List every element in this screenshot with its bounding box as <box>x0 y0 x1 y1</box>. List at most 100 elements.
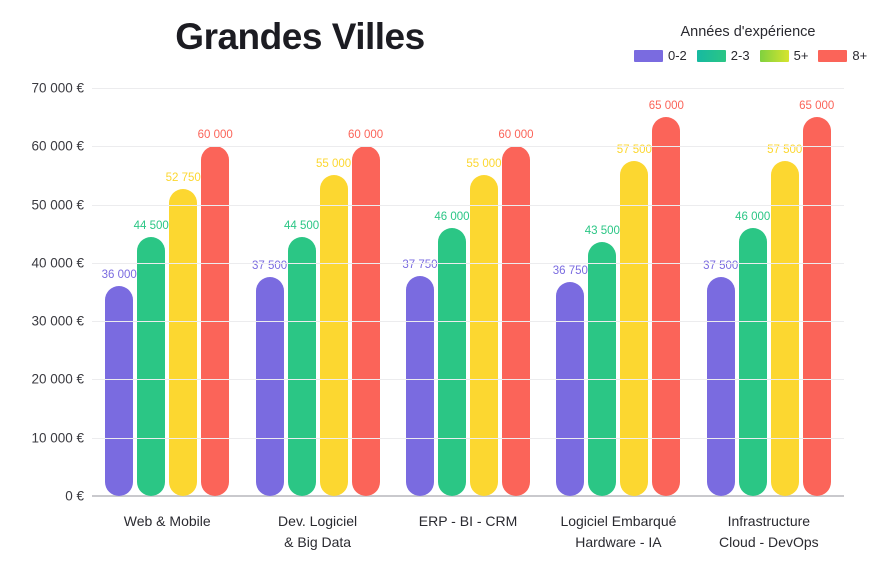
gridline <box>92 437 844 439</box>
x-axis-label: Infrastructure Cloud - DevOps <box>694 500 844 560</box>
bar-value-label: 46 000 <box>735 210 771 223</box>
bar-value-label: 36 000 <box>101 269 137 282</box>
legend-swatch-icon <box>818 49 848 62</box>
bar-5-[interactable]: 52 750 <box>166 172 201 496</box>
bar-group: 37 500 44 500 55 000 60 000 <box>252 88 384 496</box>
bar-0-2[interactable]: 37 500 <box>252 260 287 496</box>
x-axis-label: ERP - BI - CRM <box>393 500 543 560</box>
legend-swatch-icon <box>634 49 663 62</box>
bar-wrapper: 65 000 <box>649 100 684 496</box>
x-axis-labels: Web & Mobile Dev. Logiciel & Big Data ERP -… <box>92 500 844 560</box>
bar-group: 36 000 44 500 52 750 60 000 <box>102 88 233 496</box>
bar-2-3[interactable]: 46 000 <box>434 211 470 496</box>
bar-wrapper: 44 500 <box>284 220 319 496</box>
bar-group: 37 500 46 000 57 500 65 000 <box>703 88 834 496</box>
y-tick-label: 10 000 € <box>31 430 84 446</box>
x-axis-label: Dev. Logiciel & Big Data <box>242 500 392 560</box>
chart-legend: Années d'expérience 0-2 2-3 5+ 8+ <box>630 24 870 63</box>
bar-value-label: 37 750 <box>402 258 438 271</box>
legend-swatch-icon <box>696 49 726 62</box>
bar-groups: 36 000 44 500 52 750 60 000 37 500 44 500 55 0… <box>92 88 844 496</box>
y-tick-label: 30 000 € <box>31 313 84 329</box>
y-tick-label: 20 000 € <box>31 371 84 387</box>
bar-group: 36 750 43 500 57 500 65 000 <box>553 88 684 496</box>
bar-5-[interactable]: 55 000 <box>466 158 502 496</box>
bar-wrapper: 46 000 <box>434 211 470 496</box>
x-axis-label-line: Infrastructure <box>727 513 811 529</box>
bar-value-label: 55 000 <box>315 158 352 171</box>
y-tick-label: 60 000 € <box>31 138 84 154</box>
bar-value-label: 60 000 <box>197 129 233 142</box>
gridline <box>92 321 844 323</box>
bar-wrapper: 37 750 <box>402 259 438 496</box>
bar-2-3[interactable]: 44 500 <box>134 220 169 496</box>
plot-area: 36 000 44 500 52 750 60 000 37 500 44 500 55 0… <box>92 88 844 497</box>
page-title: Grandes Villes <box>175 16 425 57</box>
y-tick-label: 50 000 € <box>31 197 84 213</box>
bar-5-[interactable]: 55 000 <box>316 158 351 496</box>
legend-item-2-3[interactable]: 2-3 <box>696 48 750 63</box>
x-axis-label: Web & Mobile <box>92 500 242 560</box>
y-tick-label: 70 000 € <box>31 80 84 96</box>
x-axis-line <box>92 495 844 497</box>
bar-2-3[interactable]: 43 500 <box>585 225 620 496</box>
legend-item-0-2[interactable]: 0-2 <box>634 48 687 63</box>
legend-label: 2-3 <box>730 48 750 63</box>
y-tick-label: 40 000 € <box>31 255 84 271</box>
x-axis-label-line: Web & Mobile <box>123 513 211 529</box>
x-axis-label-line: Dev. Logiciel <box>278 513 358 529</box>
gridline <box>92 204 844 206</box>
bar-8-[interactable]: 65 000 <box>649 100 684 496</box>
legend-item-5-[interactable]: 5+ <box>759 48 809 63</box>
bar-group: 37 750 46 000 55 000 60 000 <box>402 88 534 496</box>
y-axis: 0 € 10 000 € 20 000 € 30 000 € 40 000 € 50 00… <box>0 81 84 504</box>
bar-5-[interactable]: 57 500 <box>767 144 802 496</box>
x-axis-label-line: Hardware - IA <box>575 534 662 550</box>
bar-value-label: 55 000 <box>466 158 502 171</box>
bar-value-label: 65 000 <box>799 100 835 113</box>
x-axis-label-line: ERP - BI - CRM <box>418 513 518 529</box>
x-axis-label-line: Cloud - DevOps <box>719 534 819 550</box>
x-axis-label-line: Logiciel Embarqué <box>560 513 677 529</box>
bar-wrapper: 37 500 <box>252 260 287 496</box>
bar-5-[interactable]: 57 500 <box>617 144 652 496</box>
legend-title: Années d'expérience <box>680 24 816 40</box>
legend-label: 8+ <box>852 48 868 63</box>
bar-wrapper: 46 000 <box>735 211 770 496</box>
bar-0-2[interactable]: 37 750 <box>402 259 438 496</box>
bar-wrapper: 55 000 <box>466 158 502 496</box>
bar-wrapper: 44 500 <box>134 220 169 496</box>
bar-wrapper: 43 500 <box>585 225 620 496</box>
bar-wrapper: 57 500 <box>617 144 652 496</box>
bar-value-label: 65 000 <box>648 100 684 113</box>
bar-wrapper: 52 750 <box>166 172 201 496</box>
bar-8-[interactable]: 65 000 <box>799 100 834 496</box>
bar-0-2[interactable]: 36 000 <box>102 269 137 496</box>
bar-wrapper: 57 500 <box>767 144 802 496</box>
bar-value-label: 60 000 <box>347 129 384 142</box>
legend-item-list: 0-2 2-3 5+ 8+ <box>630 48 870 63</box>
bar-value-label: 46 000 <box>434 210 470 223</box>
bar-wrapper: 36 750 <box>553 265 588 496</box>
bar-value-label: 44 500 <box>133 219 169 232</box>
legend-swatch-icon <box>759 49 789 62</box>
gridline <box>92 379 844 381</box>
x-axis-label-line: & Big Data <box>284 534 352 550</box>
bar-value-label: 60 000 <box>498 129 534 142</box>
bar-value-label: 36 750 <box>552 264 588 277</box>
legend-label: 0-2 <box>668 48 687 63</box>
gridline <box>92 146 844 148</box>
gridline <box>92 262 844 264</box>
bar-value-label: 52 750 <box>165 171 201 184</box>
bar-2-3[interactable]: 46 000 <box>735 211 770 496</box>
bar-2-3[interactable]: 44 500 <box>284 220 319 496</box>
legend-item-8-[interactable]: 8+ <box>818 48 867 63</box>
legend-label: 5+ <box>793 48 809 63</box>
bar-0-2[interactable]: 36 750 <box>553 265 588 496</box>
gridline <box>92 88 844 89</box>
bar-value-label: 44 500 <box>283 219 320 232</box>
bar-value-label: 43 500 <box>584 225 620 238</box>
x-axis-label: Logiciel Embarqué Hardware - IA <box>543 500 693 560</box>
bar-0-2[interactable]: 37 500 <box>703 260 738 496</box>
bar-wrapper: 37 500 <box>703 260 738 496</box>
